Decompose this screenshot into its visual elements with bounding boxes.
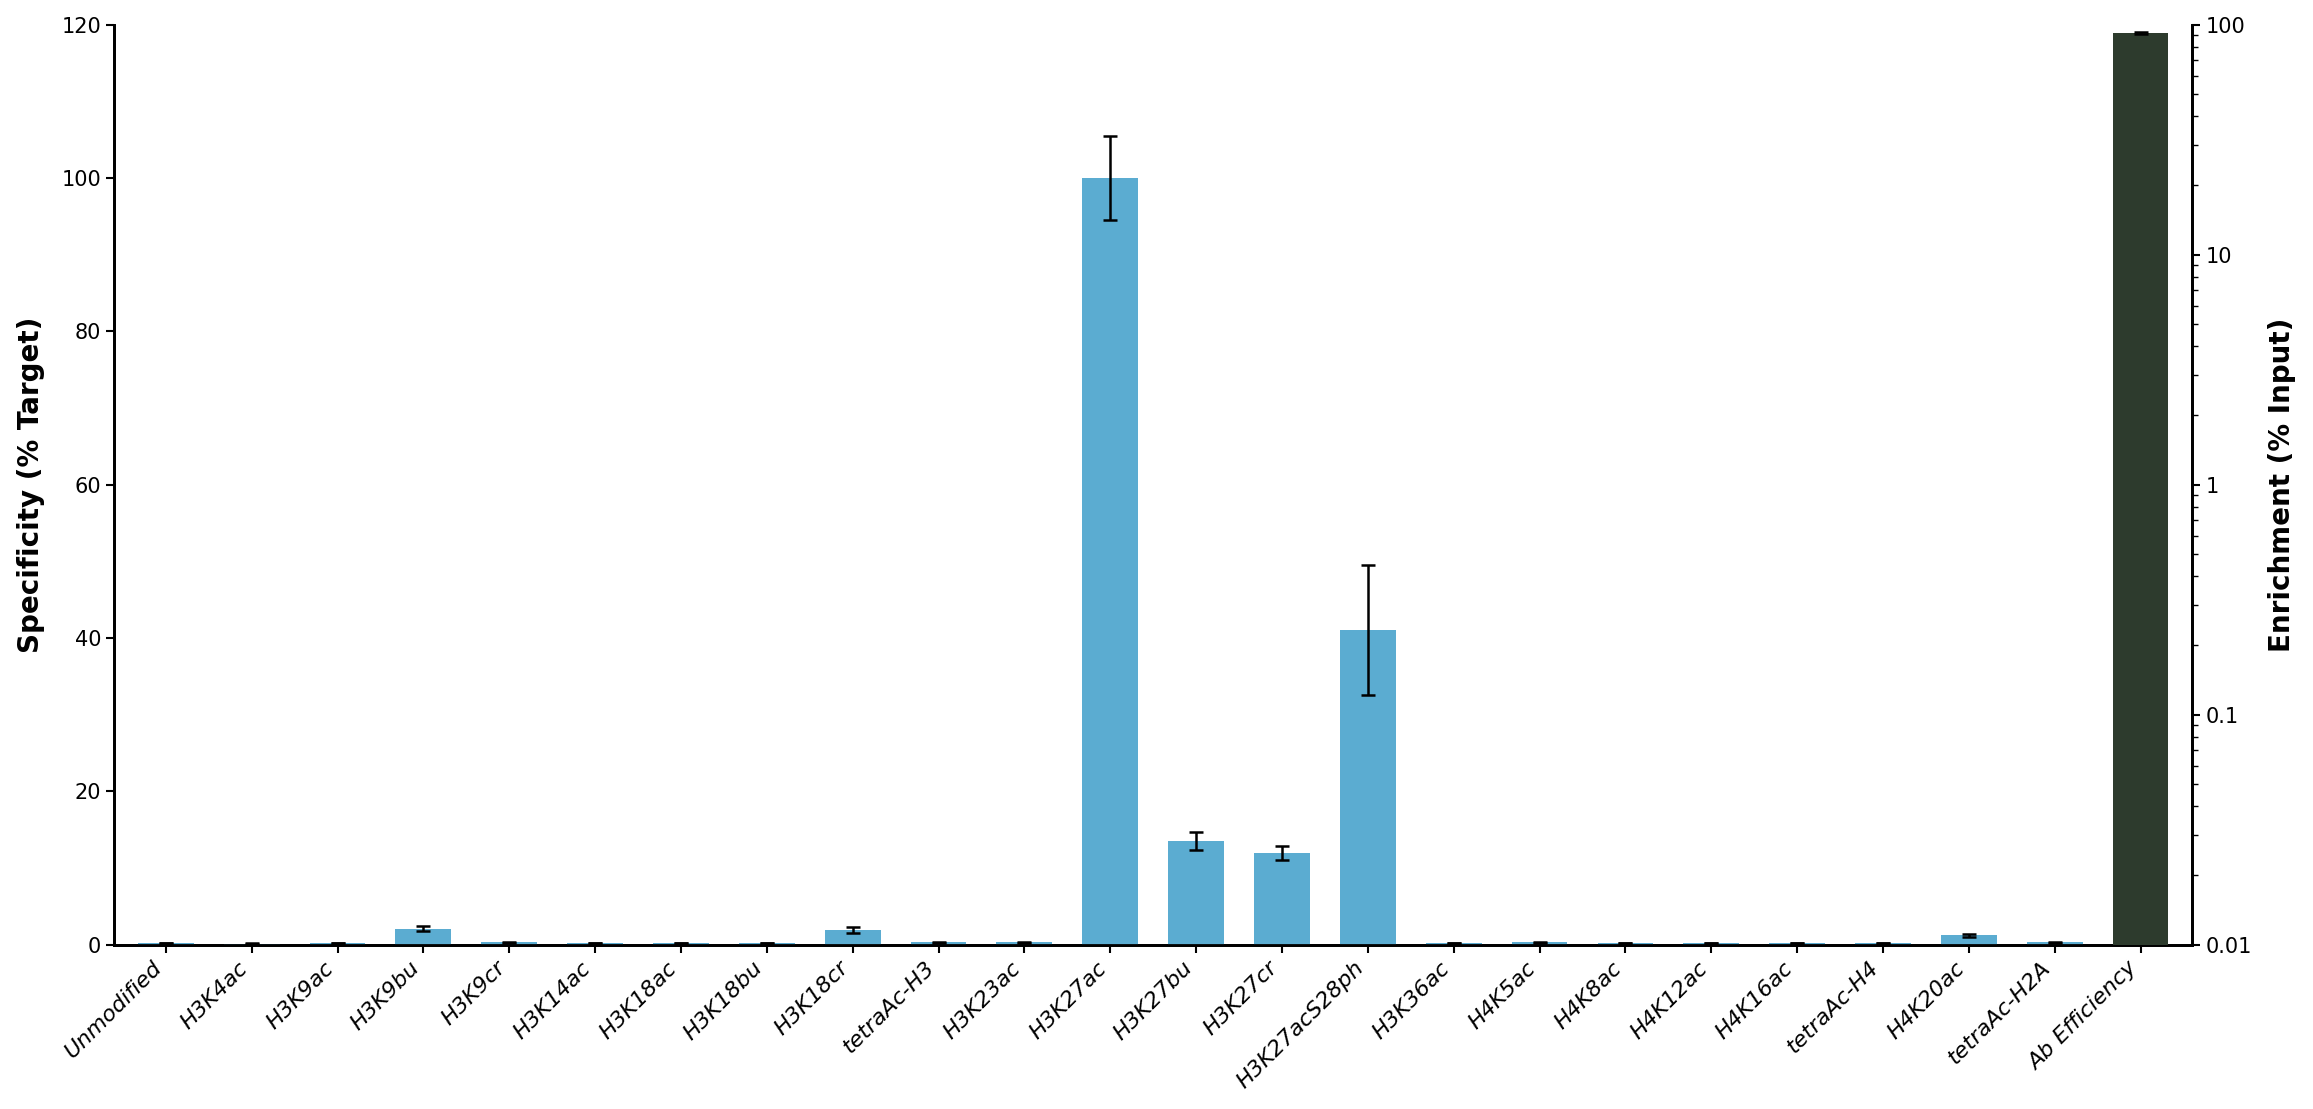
Bar	[1684, 943, 1739, 945]
Bar	[2112, 33, 2170, 1109]
Y-axis label: Enrichment (% Input): Enrichment (% Input)	[2269, 317, 2297, 652]
Bar	[2026, 943, 2082, 945]
Bar	[310, 943, 365, 945]
Bar	[1513, 943, 1568, 945]
Bar	[652, 943, 708, 945]
Bar	[1339, 630, 1395, 945]
Bar	[1769, 943, 1825, 945]
Bar	[396, 928, 451, 945]
Bar	[567, 943, 622, 945]
Bar	[139, 943, 194, 945]
Bar	[1598, 943, 1654, 945]
Bar	[911, 943, 967, 945]
Bar	[997, 943, 1052, 945]
Bar	[1168, 841, 1224, 945]
Bar	[481, 943, 537, 945]
Bar	[1855, 943, 1911, 945]
Bar	[1425, 943, 1483, 945]
Bar	[826, 930, 881, 945]
Bar	[1082, 177, 1138, 945]
Bar	[1254, 853, 1309, 945]
Bar	[1941, 935, 1996, 945]
Bar	[738, 943, 796, 945]
Y-axis label: Specificity (% Target): Specificity (% Target)	[16, 316, 44, 653]
